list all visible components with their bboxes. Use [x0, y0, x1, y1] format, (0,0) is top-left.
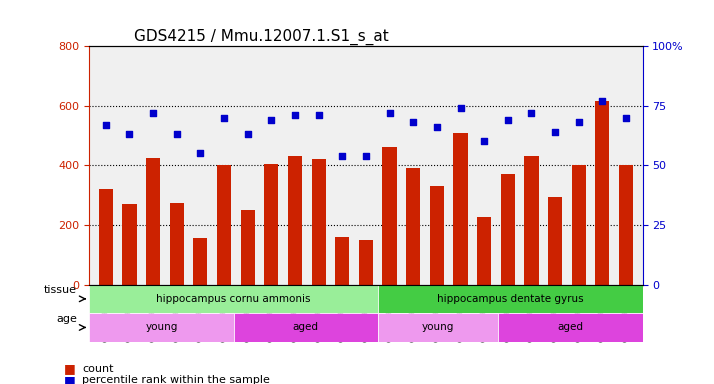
- Point: [336, 153, 348, 159]
- Text: tissue: tissue: [44, 285, 77, 295]
- Point: [218, 114, 230, 121]
- Text: aged: aged: [558, 323, 583, 333]
- FancyBboxPatch shape: [378, 285, 643, 313]
- Bar: [501, 174, 515, 285]
- Bar: [453, 132, 468, 285]
- Point: [313, 112, 324, 118]
- Point: [100, 122, 111, 128]
- Bar: [619, 165, 633, 285]
- Bar: [99, 189, 113, 285]
- Bar: [406, 168, 421, 285]
- Text: aged: aged: [293, 323, 318, 333]
- Text: young: young: [145, 323, 178, 333]
- Text: ■: ■: [64, 374, 76, 384]
- Text: age: age: [56, 314, 77, 324]
- Bar: [383, 147, 397, 285]
- Point: [124, 131, 135, 137]
- Point: [266, 117, 277, 123]
- Point: [360, 153, 371, 159]
- Text: hippocampus dentate gyrus: hippocampus dentate gyrus: [437, 294, 583, 304]
- Text: hippocampus cornu ammonis: hippocampus cornu ammonis: [156, 294, 311, 304]
- Point: [526, 110, 537, 116]
- Bar: [264, 164, 278, 285]
- Point: [242, 131, 253, 137]
- Bar: [572, 165, 586, 285]
- Bar: [241, 210, 255, 285]
- Text: percentile rank within the sample: percentile rank within the sample: [82, 375, 270, 384]
- Bar: [288, 156, 302, 285]
- Bar: [359, 240, 373, 285]
- Bar: [524, 156, 538, 285]
- Point: [289, 112, 301, 118]
- Bar: [430, 186, 444, 285]
- Point: [455, 105, 466, 111]
- FancyBboxPatch shape: [233, 313, 378, 342]
- Point: [502, 117, 513, 123]
- Bar: [193, 238, 208, 285]
- Point: [147, 110, 159, 116]
- FancyBboxPatch shape: [498, 313, 643, 342]
- Bar: [170, 203, 183, 285]
- Point: [384, 110, 396, 116]
- Point: [171, 131, 183, 137]
- Bar: [335, 237, 349, 285]
- Bar: [122, 204, 136, 285]
- Text: GDS4215 / Mmu.12007.1.S1_s_at: GDS4215 / Mmu.12007.1.S1_s_at: [134, 28, 388, 45]
- Bar: [146, 158, 160, 285]
- FancyBboxPatch shape: [378, 313, 498, 342]
- Point: [573, 119, 585, 126]
- Point: [195, 150, 206, 156]
- FancyBboxPatch shape: [89, 285, 378, 313]
- Bar: [548, 197, 562, 285]
- Point: [408, 119, 419, 126]
- Point: [549, 129, 560, 135]
- Text: ■: ■: [64, 362, 76, 375]
- Bar: [595, 101, 610, 285]
- Text: count: count: [82, 364, 114, 374]
- Text: young: young: [422, 323, 454, 333]
- FancyBboxPatch shape: [89, 313, 233, 342]
- Point: [620, 114, 632, 121]
- Bar: [217, 165, 231, 285]
- Bar: [311, 159, 326, 285]
- Point: [478, 138, 490, 144]
- Bar: [477, 217, 491, 285]
- Point: [431, 124, 443, 130]
- Point: [597, 98, 608, 104]
